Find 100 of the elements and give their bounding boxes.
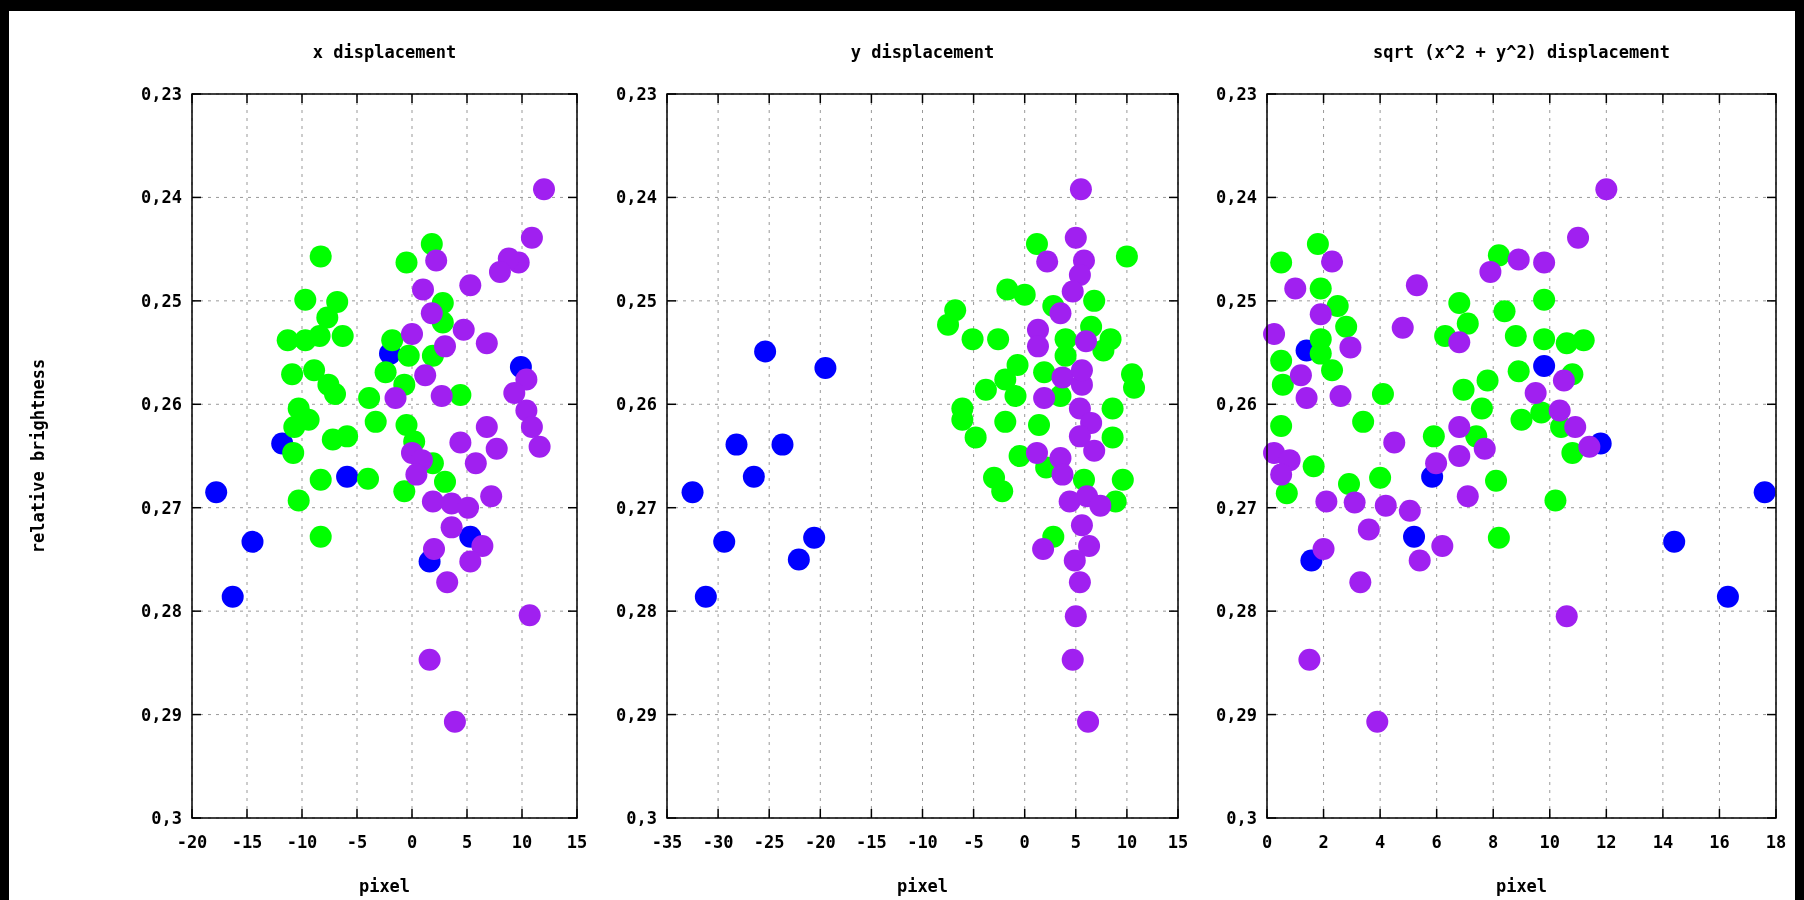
point: [287, 489, 310, 512]
y-tick-label: 0,24: [141, 187, 182, 208]
point: [520, 416, 543, 439]
point: [475, 416, 498, 439]
point: [694, 585, 717, 608]
x-tick-label: -5: [963, 832, 984, 852]
point: [485, 437, 508, 460]
point: [1302, 455, 1325, 478]
x-tick-label: -20: [176, 832, 208, 852]
x-tick-label: -30: [702, 832, 734, 852]
point: [1335, 315, 1358, 338]
point: [1485, 469, 1508, 492]
point: [423, 538, 445, 561]
point: [326, 290, 349, 313]
point: [1026, 335, 1049, 358]
point: [515, 368, 538, 391]
point: [803, 526, 826, 549]
point: [336, 425, 359, 448]
point: [1270, 251, 1293, 274]
x-tick-label: 14: [1652, 832, 1674, 852]
x-tick-label: 0: [1019, 832, 1030, 852]
point: [1006, 353, 1029, 376]
y-tick-label: 0,28: [616, 601, 657, 622]
point: [303, 359, 326, 382]
point: [1321, 359, 1344, 382]
x-tick-label: -25: [753, 832, 785, 852]
point: [395, 251, 418, 274]
point: [1063, 549, 1086, 572]
y-tick-label: 0,29: [616, 704, 657, 725]
x-axis-title: pixel: [1495, 876, 1548, 896]
point: [961, 328, 984, 351]
point: [1326, 295, 1349, 318]
point: [1339, 336, 1362, 359]
point: [1077, 710, 1100, 733]
point: [452, 318, 475, 341]
point: [964, 426, 987, 449]
point: [336, 465, 359, 488]
point: [358, 387, 381, 410]
point: [480, 485, 503, 508]
point: [430, 385, 453, 408]
point: [1061, 648, 1084, 671]
point: [1263, 322, 1286, 345]
point: [1315, 490, 1338, 513]
point: [425, 249, 448, 272]
point: [1092, 339, 1115, 362]
point: [443, 710, 466, 733]
point: [1572, 329, 1595, 352]
chart-title: sqrt (x^2 + y^2) displacement: [1373, 42, 1670, 62]
point: [1004, 385, 1027, 408]
point: [1448, 331, 1471, 354]
point: [1025, 441, 1048, 464]
point: [994, 410, 1017, 433]
point: [1371, 382, 1394, 405]
y-tick-label: 0,27: [141, 497, 182, 518]
point: [987, 328, 1010, 351]
point: [1403, 525, 1426, 548]
point: [457, 496, 480, 519]
point: [489, 260, 511, 283]
x-tick-label: 10: [1539, 832, 1561, 852]
point: [309, 245, 332, 268]
point: [1487, 526, 1510, 549]
point: [1456, 485, 1479, 508]
y-tick-label: 0,3: [151, 808, 182, 828]
point: [1058, 490, 1081, 513]
point: [1051, 463, 1074, 486]
point: [1298, 648, 1321, 671]
point: [1284, 277, 1307, 300]
point: [1271, 373, 1294, 396]
point: [725, 433, 748, 456]
point: [1369, 466, 1392, 489]
point: [475, 332, 498, 355]
point: [449, 431, 472, 454]
x-tick-label: 0: [406, 832, 418, 852]
x-tick-label: 5: [1070, 832, 1081, 852]
y-tick-label: 0,24: [1216, 187, 1257, 208]
point: [1270, 415, 1293, 438]
point: [1061, 280, 1084, 303]
x-tick-label: 10: [511, 832, 533, 852]
point: [1391, 316, 1414, 339]
point: [1564, 416, 1587, 439]
point: [771, 433, 794, 456]
point: [1343, 491, 1366, 514]
point: [814, 357, 837, 380]
point: [1068, 264, 1091, 286]
point: [1456, 312, 1479, 335]
point: [1309, 277, 1332, 300]
x-tick-label: -5: [346, 832, 368, 852]
point: [1033, 361, 1056, 384]
point: [384, 387, 407, 410]
point: [1111, 468, 1134, 491]
point: [1479, 260, 1502, 283]
point: [1405, 274, 1428, 297]
point: [1068, 425, 1091, 448]
y-tick-label: 0,26: [1216, 394, 1257, 415]
point: [309, 525, 332, 548]
x-tick-label: 15: [1167, 832, 1189, 852]
point: [528, 435, 551, 458]
point: [1064, 605, 1087, 628]
chart-title: x displacement: [312, 42, 457, 62]
point: [393, 480, 416, 503]
